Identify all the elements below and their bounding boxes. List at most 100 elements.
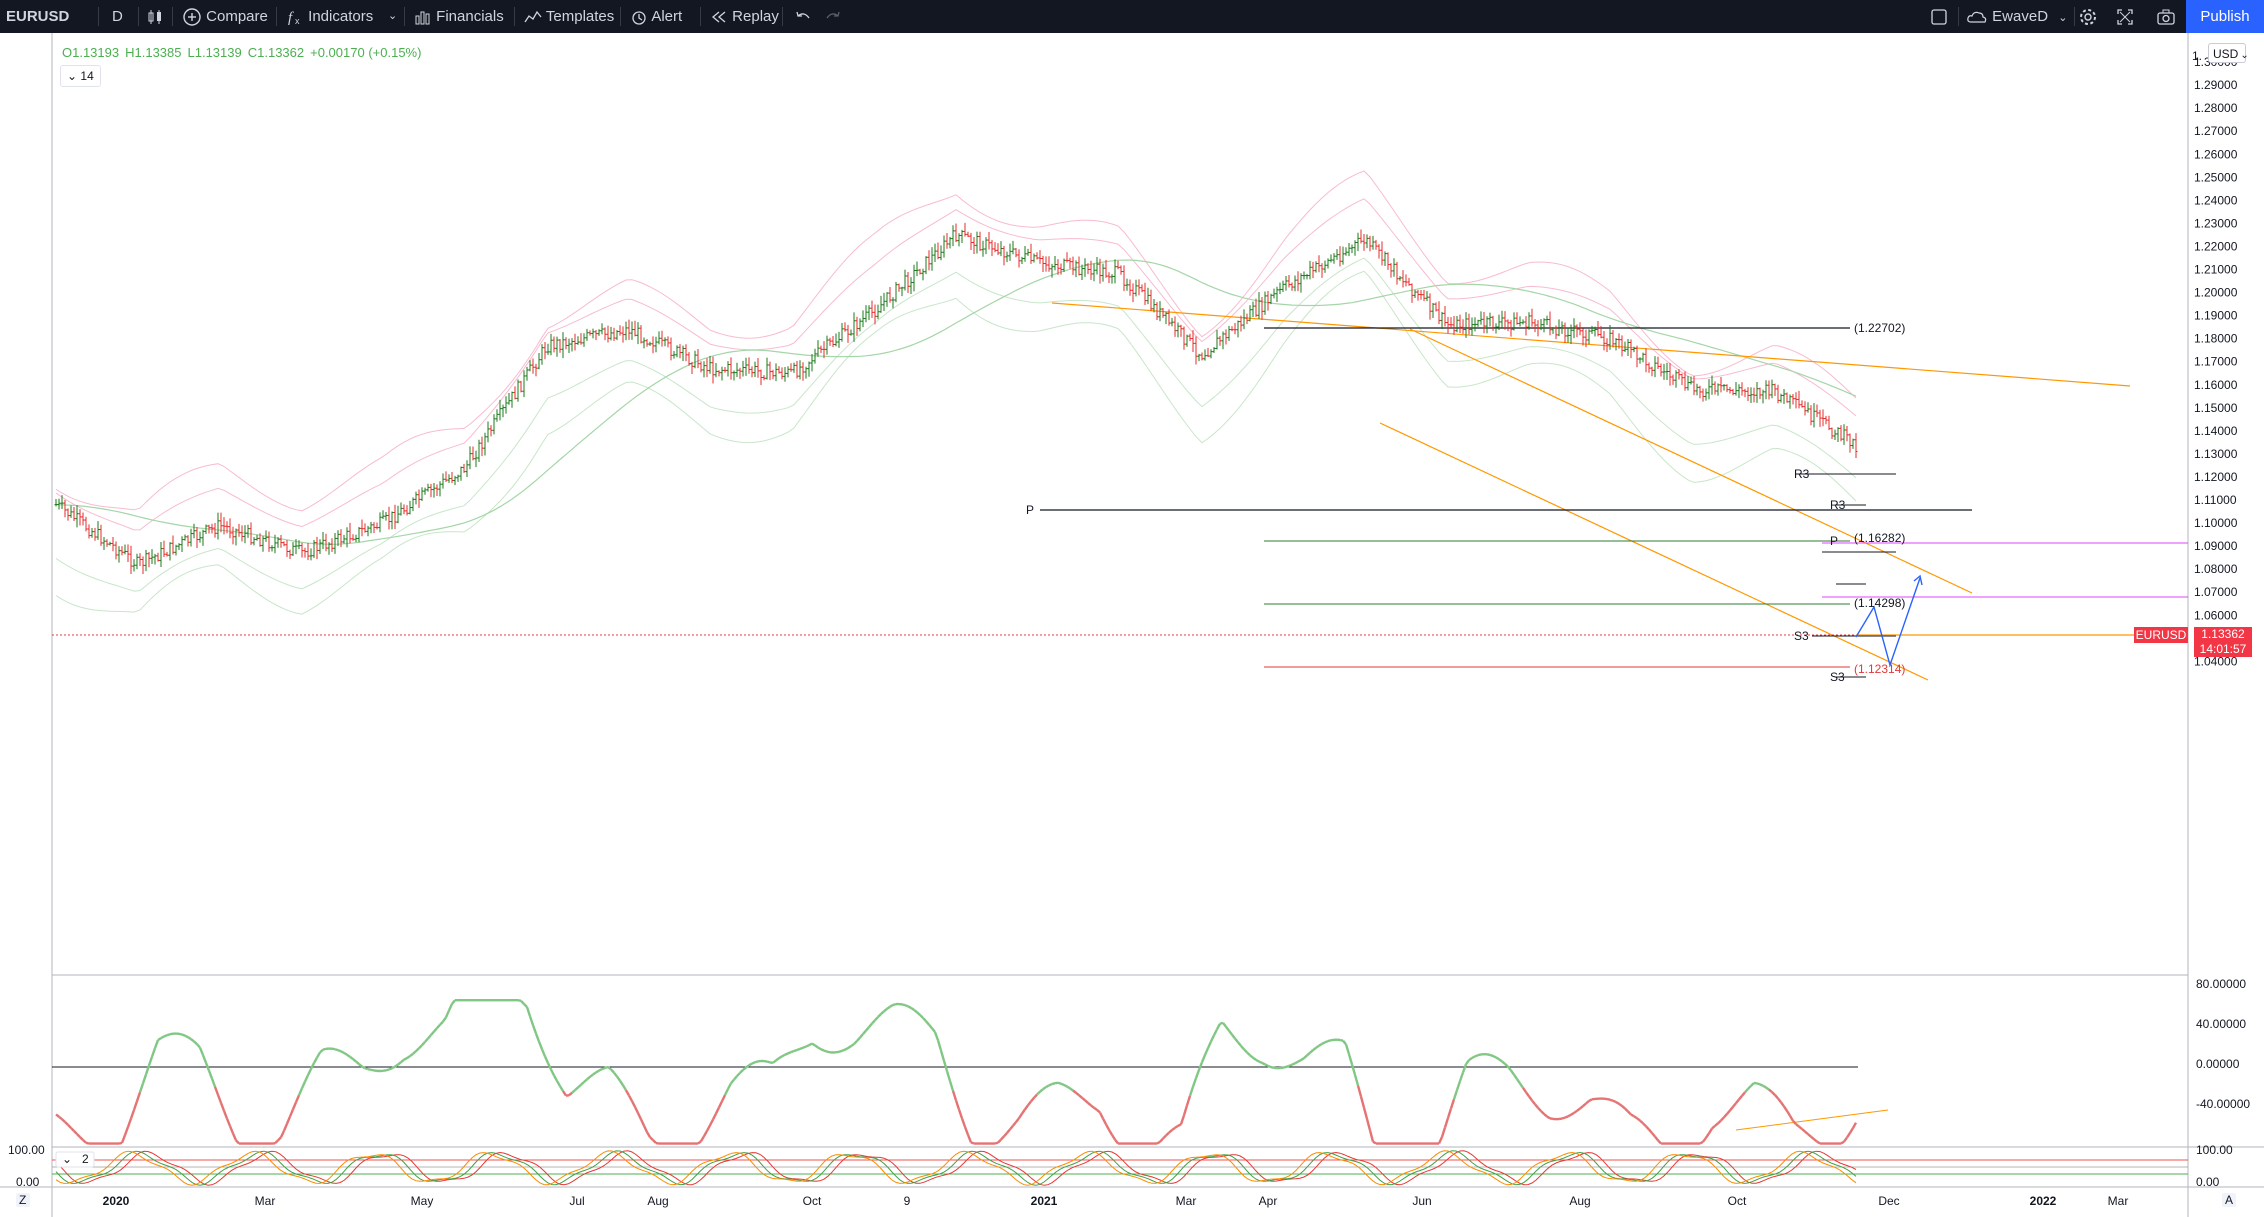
oscillator-segment	[1324, 1039, 1329, 1044]
oscillator-segment	[1609, 1098, 1614, 1102]
oscillator-segment	[636, 1112, 643, 1120]
oscillator-segment	[294, 1094, 301, 1103]
toolbar-divider	[2074, 7, 2075, 26]
snapshot-button[interactable]	[2156, 0, 2176, 33]
oscillator-segment	[1720, 1116, 1725, 1122]
oscillator-segment	[1098, 1111, 1105, 1120]
layout-button[interactable]: EwaveD ⌄	[1966, 0, 2067, 33]
oscillator-segment	[1525, 1091, 1530, 1098]
oscillator-segment	[1294, 1060, 1299, 1065]
oscillator-segment	[1816, 1140, 1821, 1145]
projection-path[interactable]	[1855, 577, 1921, 668]
undo-button[interactable]	[794, 0, 812, 33]
time-axis-label: Mar	[1176, 1194, 1197, 1208]
oscillator-segment	[1179, 1114, 1186, 1125]
oscillator-segment	[277, 1136, 282, 1142]
oscillator-segment	[1507, 1065, 1512, 1072]
indicators-button[interactable]: f x Indicators	[286, 0, 373, 33]
templates-button[interactable]: Templates	[524, 0, 614, 33]
oscillator-segment	[931, 1027, 936, 1033]
oscillator-segment	[1171, 1126, 1176, 1132]
oscillator-segment	[1362, 1107, 1369, 1120]
chevron-down-icon: ⌄	[388, 10, 398, 22]
indicators-dropdown[interactable]: ⌄	[388, 0, 397, 33]
replay-button[interactable]: Replay	[710, 0, 779, 33]
layout-name: EwaveD	[1992, 8, 2049, 25]
oscillator-segment	[1747, 1085, 1752, 1090]
auto-scale-button[interactable]	[2222, 1193, 2236, 1207]
oscillator-segment	[120, 1134, 127, 1144]
settings-button[interactable]	[2078, 0, 2098, 33]
oscillator-segment	[820, 1048, 825, 1052]
upper-band-outer	[55, 170, 1857, 512]
oscillator-segment	[219, 1102, 226, 1112]
chart-container[interactable]: (1.22702) (1.16282) (1.14298) (1.12314) …	[0, 33, 2264, 1217]
log-scale-button[interactable]	[16, 1193, 30, 1207]
oscillator-segment	[1804, 1130, 1809, 1136]
compare-button[interactable]: Compare	[182, 0, 268, 33]
oscillator-segment	[406, 1055, 411, 1060]
oscillator-segment	[904, 1004, 909, 1008]
oscillator-segment	[1606, 1097, 1611, 1101]
price-axis-tick: 1.25000	[2194, 170, 2238, 184]
oscillator-segment	[1813, 1138, 1818, 1143]
oscillator-segment	[853, 1040, 858, 1045]
oscillator-segment	[1206, 1041, 1213, 1049]
oscillator-segment	[520, 1000, 525, 1005]
oscillator-segment	[79, 1136, 84, 1141]
price-axis[interactable]: 1.300001.290001.280001.270001.260001.250…	[2194, 55, 2238, 668]
channel-line-upper[interactable]	[1051, 302, 2131, 387]
oscillator-segment	[1783, 1105, 1788, 1112]
stoch-axis-left-top: 100.00	[8, 1143, 45, 1157]
oscillator-segment	[1446, 1108, 1453, 1119]
oscillator-segment	[1845, 1132, 1852, 1139]
oscillator-segment	[1051, 1082, 1056, 1086]
fullscreen-toggle-button[interactable]	[1930, 0, 1948, 33]
oscillator-segment	[1558, 1117, 1563, 1121]
publish-button[interactable]: Publish	[2186, 0, 2264, 33]
oscillator-segment	[1069, 1087, 1074, 1092]
time-axis-label: Jul	[569, 1194, 584, 1208]
stoch-legend-toggle[interactable]	[55, 1151, 95, 1168]
financials-button[interactable]: Financials	[414, 0, 504, 33]
oscillator-trendline[interactable]	[1735, 1109, 1889, 1131]
symbol-search[interactable]: EURUSD	[6, 8, 70, 25]
oscillator-segment	[394, 1063, 399, 1068]
oscillator-segment	[523, 1003, 528, 1008]
fullscreen-button[interactable]	[2116, 0, 2134, 33]
oscillator-segment	[1090, 1104, 1095, 1109]
oscillator-segment	[933, 1031, 940, 1041]
oscillator-segment	[1437, 1136, 1444, 1145]
oscillator-segment	[639, 1118, 646, 1127]
indicator-legend-toggle[interactable]: ⌄ 14	[60, 65, 101, 87]
channel-line-mid[interactable]	[1409, 328, 1973, 594]
alert-button[interactable]: Alert	[630, 0, 682, 33]
oscillator-segment	[847, 1045, 852, 1050]
oscillator-segment	[534, 1033, 541, 1043]
oscillator-segment	[1015, 1117, 1020, 1123]
oscillator-segment	[1194, 1069, 1201, 1079]
chart-canvas[interactable]: (1.22702) (1.16282) (1.14298) (1.12314) …	[0, 33, 2264, 1217]
oscillator-segment	[1807, 1133, 1812, 1138]
interval-button[interactable]: D	[112, 8, 123, 25]
oscillator-segment	[1474, 1054, 1479, 1058]
oscillator-segment	[1504, 1063, 1509, 1068]
oscillator-segment	[877, 1013, 882, 1018]
channel-line-lower[interactable]	[1379, 422, 1929, 681]
time-axis[interactable]: 2020 Mar May Jul Aug Oct 9 2021 Mar Apr Jun Aug Oct D…	[103, 1194, 2129, 1208]
time-axis-label: Jun	[1412, 1194, 1431, 1208]
oscillator-segment	[67, 1124, 72, 1129]
oscillator-segment	[1339, 1038, 1344, 1042]
chart-type-button[interactable]	[146, 0, 164, 33]
legend-change: +0.00170 (+0.15%)	[310, 45, 422, 60]
oscillator-segment	[1030, 1097, 1035, 1103]
oscillator-segment	[966, 1134, 973, 1143]
redo-button[interactable]	[824, 0, 842, 33]
oscillator-line	[55, 999, 1858, 1145]
oscillator-segment	[436, 1023, 441, 1029]
oscillator-segment	[1246, 1051, 1251, 1057]
oscillator-segment	[936, 1039, 943, 1051]
oscillator-segment	[1801, 1128, 1806, 1133]
oscillator-segment	[531, 1024, 538, 1034]
currency-select[interactable]: USD ⌄	[2208, 43, 2249, 63]
